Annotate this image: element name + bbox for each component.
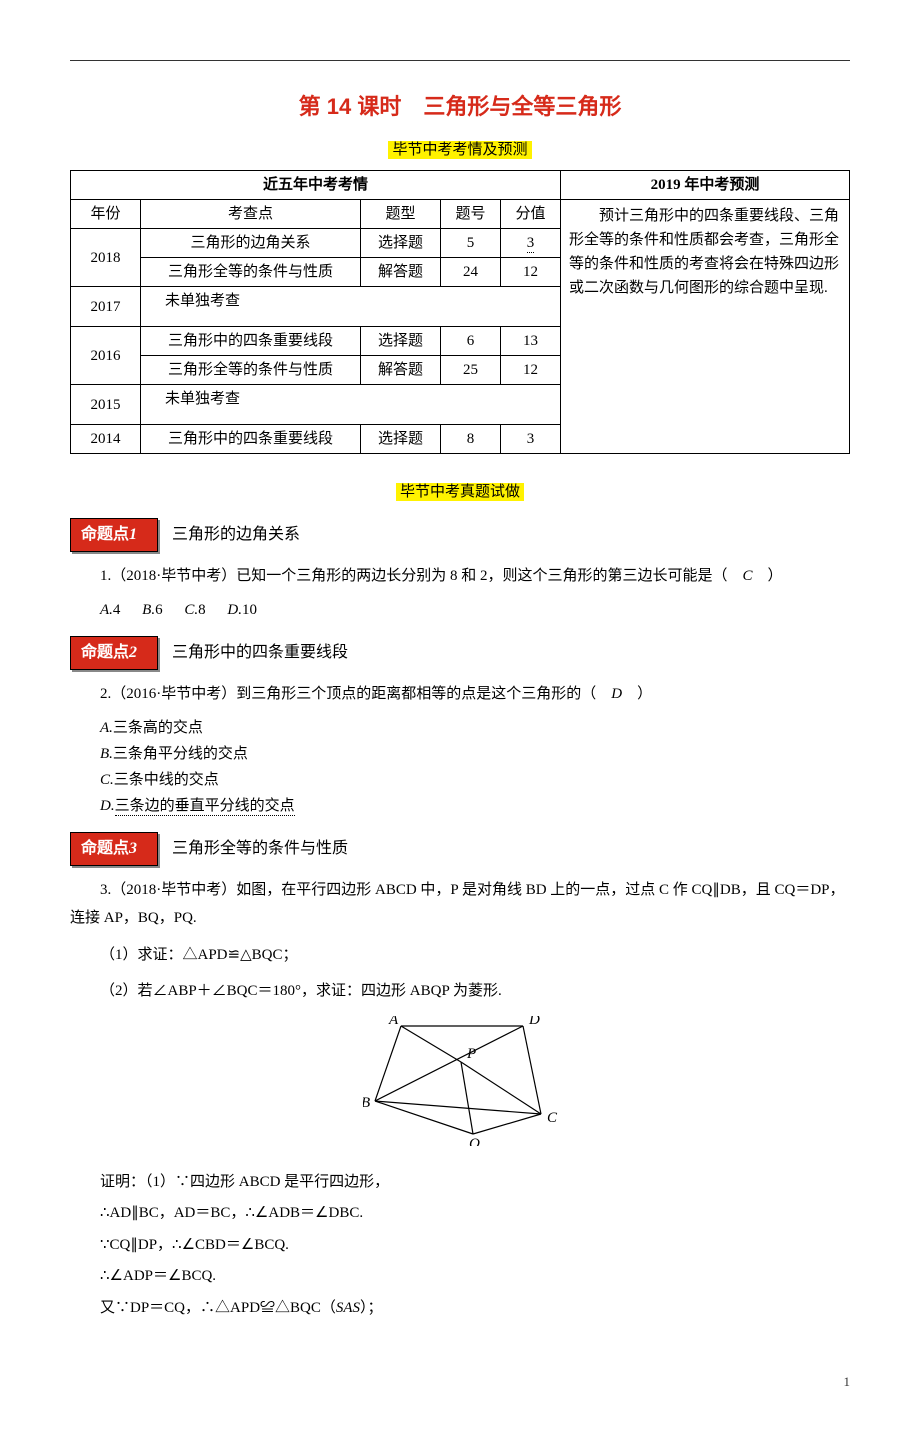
topic-text-1: 三角形的边角关系	[172, 522, 300, 548]
section-label-practice-text: 毕节中考真题试做	[396, 483, 524, 501]
cell-num: 24	[441, 258, 501, 287]
q1-options: A.4 B.6 C.8 D.10	[70, 598, 850, 622]
q1-answer: C	[743, 568, 753, 584]
exam-table: 近五年中考考情 2019 年中考预测 年份 考查点 题型 题号 分值 预计三角形…	[70, 170, 850, 454]
proof-5b: ）；	[360, 1300, 383, 1316]
badge-prefix: 命题点	[81, 644, 129, 661]
proof-line-2: ∴AD∥BC，AD＝BC，∴∠ADB＝∠DBC.	[70, 1199, 850, 1228]
top-rule	[70, 60, 850, 61]
q1-stem-end: ）	[753, 568, 783, 584]
svg-text:Q: Q	[469, 1136, 480, 1146]
q1-stem: 1.（2018·毕节中考）已知一个三角形的两边长分别为 8 和 2，则这个三角形…	[70, 562, 850, 591]
badge-num: 1	[129, 526, 137, 543]
svg-text:B: B	[363, 1095, 370, 1111]
topic-text-3: 三角形全等的条件与性质	[172, 836, 348, 862]
prediction-cell: 预计三角形中的四条重要线段、三角形全等的条件和性质都会考查，三角形全等的条件和性…	[561, 200, 850, 454]
th-left: 近五年中考考情	[71, 171, 561, 200]
cell-topic: 未单独考查	[141, 287, 561, 327]
cell-year: 2017	[71, 287, 141, 327]
section-label-situation-text: 毕节中考考情及预测	[388, 141, 531, 159]
svg-text:P: P	[466, 1046, 476, 1062]
cell-num: 5	[441, 229, 501, 258]
cell-year: 2015	[71, 385, 141, 425]
cell-score: 3	[501, 425, 561, 454]
geometry-figure: A D B C P Q	[70, 1016, 850, 1154]
q1-stem-text: 1.（2018·毕节中考）已知一个三角形的两边长分别为 8 和 2，则这个三角形…	[100, 568, 743, 584]
cell-type: 选择题	[361, 327, 441, 356]
cell-topic: 未单独考查	[141, 385, 561, 425]
cell-score: 12	[501, 356, 561, 385]
q2-opt-c: C.三条中线的交点	[70, 768, 850, 792]
proof-line-4: ∴∠ADP＝∠BCQ.	[70, 1262, 850, 1291]
cell-year: 2016	[71, 327, 141, 385]
proof-line-5: 又∵DP＝CQ，∴△APD≌△BQC（SAS）；	[70, 1294, 850, 1323]
th-score: 分值	[501, 200, 561, 229]
th-num: 题号	[441, 200, 501, 229]
table-col-row: 年份 考查点 题型 题号 分值 预计三角形中的四条重要线段、三角形全等的条件和性…	[71, 200, 850, 229]
topic-text-2: 三角形中的四条重要线段	[172, 640, 348, 666]
topic-badge-3: 命题点3	[70, 832, 158, 866]
section-label-situation: 毕节中考考情及预测	[70, 138, 850, 162]
svg-text:C: C	[547, 1110, 558, 1126]
q2-stem-text: 2.（2016·毕节中考）到三角形三个顶点的距离都相等的点是这个三角形的（	[100, 686, 611, 702]
topic-3: 命题点3 三角形全等的条件与性质	[70, 832, 850, 866]
svg-text:D: D	[528, 1016, 540, 1028]
proof-line-3: ∵CQ∥DP，∴∠CBD＝∠BCQ.	[70, 1231, 850, 1260]
proof-line-1: 证明：（1）∵四边形 ABCD 是平行四边形，	[70, 1168, 850, 1197]
geometry-svg: A D B C P Q	[363, 1016, 558, 1146]
q2-stem-end: ）	[622, 686, 652, 702]
badge-prefix: 命题点	[81, 840, 129, 857]
proof-sas: SAS	[336, 1300, 360, 1316]
q1-opt-c: 8	[198, 602, 206, 618]
q1-opt-b: 6	[155, 602, 163, 618]
th-year: 年份	[71, 200, 141, 229]
th-right: 2019 年中考预测	[561, 171, 850, 200]
cell-num: 6	[441, 327, 501, 356]
q3-line1: 3.（2018·毕节中考）如图，在平行四边形 ABCD 中，P 是对角线 BD …	[70, 876, 850, 933]
topic-badge-1: 命题点1	[70, 518, 158, 552]
q2-opt-a: A.三条高的交点	[70, 716, 850, 740]
topic-1: 命题点1 三角形的边角关系	[70, 518, 850, 552]
svg-text:A: A	[388, 1016, 399, 1028]
cell-type: 解答题	[361, 356, 441, 385]
q3-line3: （2）若∠ABP＋∠BQC＝180°，求证：四边形 ABQP 为菱形.	[70, 977, 850, 1006]
cell-topic: 三角形全等的条件与性质	[141, 258, 361, 287]
badge-prefix: 命题点	[81, 526, 129, 543]
cell-year: 2018	[71, 229, 141, 287]
q1-opt-d: 10	[242, 602, 257, 618]
cell-score: 13	[501, 327, 561, 356]
table-header-row: 近五年中考考情 2019 年中考预测	[71, 171, 850, 200]
cell-topic: 三角形的边角关系	[141, 229, 361, 258]
cell-score: 3	[501, 229, 561, 258]
page-number: 1	[70, 1372, 850, 1393]
q1-opt-a: 4	[113, 602, 121, 618]
proof-5a: 又∵DP＝CQ，∴△APD≌△BQC（	[100, 1300, 336, 1316]
q2-stem: 2.（2016·毕节中考）到三角形三个顶点的距离都相等的点是这个三角形的（ D …	[70, 680, 850, 709]
cell-topic: 三角形全等的条件与性质	[141, 356, 361, 385]
cell-num: 8	[441, 425, 501, 454]
cell-type: 选择题	[361, 229, 441, 258]
cell-topic: 三角形中的四条重要线段	[141, 327, 361, 356]
cell-score: 12	[501, 258, 561, 287]
badge-num: 2	[129, 644, 137, 661]
q3-line2: （1）求证：△APD≌△BQC；	[70, 941, 850, 970]
th-type: 题型	[361, 200, 441, 229]
cell-type: 解答题	[361, 258, 441, 287]
th-topic: 考查点	[141, 200, 361, 229]
q2-answer: D	[611, 686, 622, 702]
lesson-title: 第 14 课时 三角形与全等三角形	[70, 89, 850, 124]
topic-badge-2: 命题点2	[70, 636, 158, 670]
q2-opt-d: D.三条边的垂直平分线的交点	[70, 794, 850, 818]
cell-num: 25	[441, 356, 501, 385]
section-label-practice: 毕节中考真题试做	[70, 480, 850, 504]
topic-2: 命题点2 三角形中的四条重要线段	[70, 636, 850, 670]
cell-year: 2014	[71, 425, 141, 454]
cell-type: 选择题	[361, 425, 441, 454]
badge-num: 3	[129, 840, 137, 857]
cell-topic: 三角形中的四条重要线段	[141, 425, 361, 454]
q2-opt-b: B.三条角平分线的交点	[70, 742, 850, 766]
